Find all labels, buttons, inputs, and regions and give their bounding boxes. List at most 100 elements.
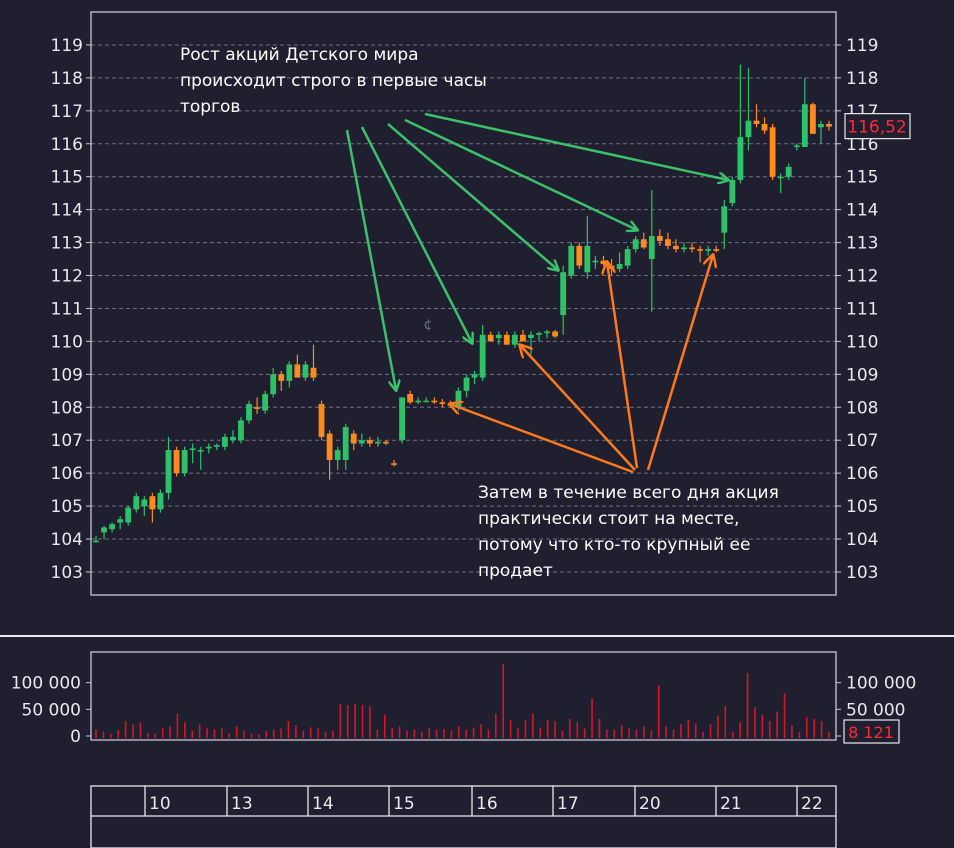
candle	[777, 173, 784, 194]
candle	[616, 252, 623, 273]
candle-body	[125, 507, 132, 523]
candle-body	[761, 123, 768, 131]
candle	[673, 239, 679, 253]
orange-arrow-4	[646, 255, 713, 471]
annotation-top-line-3: торгов	[180, 97, 240, 117]
date-label-15: 15	[393, 794, 415, 814]
vol-tick-left: 50 000	[22, 700, 81, 720]
candle	[197, 446, 204, 470]
candle	[318, 400, 325, 441]
candle	[544, 329, 550, 339]
date-axis: 10 13 14 15 16 17 20 21 22	[90, 785, 837, 848]
y-tick-right-109: 109	[846, 365, 878, 385]
candle-body	[230, 436, 236, 441]
candle-body	[213, 445, 220, 447]
candle-body	[826, 123, 832, 127]
y-tick-right-104: 104	[846, 530, 878, 550]
candle-body	[584, 245, 591, 273]
candle-body	[109, 524, 116, 530]
candle	[383, 440, 389, 446]
candle-body	[753, 120, 760, 124]
candle-body	[463, 377, 470, 391]
candle	[213, 443, 220, 451]
candle-body	[777, 176, 784, 179]
date-label-14: 14	[312, 794, 334, 814]
candle	[793, 143, 800, 151]
candle-body	[93, 540, 99, 543]
candle-body	[471, 374, 478, 378]
orange-arrow-1	[450, 404, 634, 474]
candle-body	[246, 403, 252, 421]
candle-body	[560, 272, 567, 316]
date-label-10: 10	[149, 794, 171, 814]
candle-body	[366, 440, 373, 444]
candle	[149, 492, 156, 523]
green-arrows	[345, 112, 728, 390]
candle-body	[705, 249, 712, 251]
candle	[407, 390, 414, 404]
candle-body	[286, 364, 293, 381]
candle-body	[681, 247, 687, 250]
candle	[640, 232, 647, 250]
date-label-21: 21	[720, 794, 742, 814]
candle-body	[455, 390, 462, 408]
candle	[375, 436, 381, 447]
candle	[487, 331, 494, 342]
candle	[809, 102, 816, 134]
y-tick-right-115: 115	[846, 168, 878, 188]
price-axis-left: 103 104 105 106 107 108 109 110 111 112 113 114 115 1…	[51, 36, 91, 583]
candle	[479, 324, 486, 381]
candle	[584, 216, 591, 279]
green-arrow-3	[387, 123, 558, 270]
candle	[592, 255, 599, 269]
last-volume-marker: 8 121	[843, 719, 900, 744]
vol-tick-left: 0	[70, 727, 81, 747]
candle-body	[334, 450, 341, 460]
candle-body	[576, 245, 583, 266]
candle-body	[197, 450, 204, 452]
candle-body	[673, 245, 679, 250]
y-tick-left-118: 118	[51, 69, 83, 89]
candle	[495, 331, 502, 345]
candle-body	[632, 239, 639, 250]
candle-body	[616, 263, 623, 269]
candle	[246, 400, 252, 424]
candle-body	[801, 104, 808, 148]
y-tick-right-105: 105	[846, 497, 878, 517]
candle-body	[415, 400, 422, 403]
y-tick-left-116: 116	[51, 135, 83, 155]
volume-panel-frame	[90, 651, 837, 741]
candle-body	[205, 446, 212, 449]
candle-body	[221, 436, 228, 447]
candle	[294, 354, 301, 378]
orange-arrow-2	[520, 345, 636, 471]
watermark-icon: ¢	[424, 317, 433, 333]
candle-body	[656, 235, 663, 241]
candle	[656, 229, 663, 246]
candle	[181, 446, 188, 477]
candle-body	[254, 407, 260, 409]
candle-body	[592, 260, 599, 263]
candle-body	[383, 441, 389, 444]
candle	[801, 77, 808, 148]
y-tick-left-110: 110	[51, 332, 83, 352]
candle	[165, 436, 172, 500]
y-tick-right-106: 106	[846, 464, 878, 484]
candle	[769, 123, 776, 180]
candle-body	[721, 206, 728, 233]
annotation-top-line-1: Рост акций Детского мира	[180, 45, 419, 65]
annotation-top: Рост акций Детского мира происходит стро…	[180, 45, 487, 117]
green-arrow-4	[404, 118, 637, 230]
price-panel-frame	[90, 11, 837, 596]
candle	[221, 433, 228, 451]
candle	[600, 255, 607, 266]
candle-body	[278, 374, 285, 381]
candle	[503, 331, 510, 345]
candle	[391, 459, 397, 467]
candle	[238, 417, 244, 444]
last-volume-label: 8 121	[848, 723, 894, 742]
price-axis-right: 103 104 105 106 107 108 109 110 111 112 113 114 115 1…	[836, 36, 878, 583]
y-tick-left-109: 109	[51, 365, 83, 385]
candle-body	[809, 104, 816, 134]
date-label-17: 17	[557, 794, 579, 814]
